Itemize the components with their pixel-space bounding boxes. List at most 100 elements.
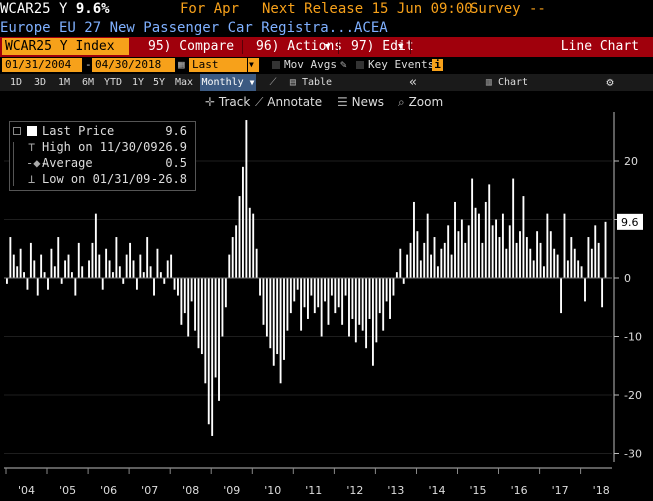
actions-dropdown-icon[interactable]: ▼ xyxy=(325,42,331,52)
bar xyxy=(238,196,241,278)
bar xyxy=(519,231,521,278)
period-row: 1D 3D 1M 6M YTD 1Y 5Y Max Monthly ▼ ⟋ ▤ … xyxy=(0,74,653,105)
bar xyxy=(183,278,186,314)
bar xyxy=(194,278,197,331)
zoom-label: Zoom xyxy=(408,95,444,109)
period-1y[interactable]: 1Y xyxy=(131,77,145,88)
table-icon: ▤ xyxy=(289,77,296,88)
bar xyxy=(553,248,556,278)
edit-dropdown-icon[interactable]: ▼ xyxy=(398,42,404,52)
bar xyxy=(255,248,258,278)
end-date-field[interactable]: 04/30/2018 xyxy=(92,58,175,72)
chart-content-icon: ▥ xyxy=(485,77,492,88)
frequency-select[interactable]: Monthly ▼ xyxy=(200,74,256,91)
bar xyxy=(19,248,22,278)
last-value-label: 9.6 xyxy=(621,216,639,229)
chart-type-label[interactable]: Line Chart xyxy=(560,39,639,54)
bar xyxy=(265,278,268,337)
info-icon[interactable]: i xyxy=(432,59,443,71)
field-select[interactable]: Last Price xyxy=(189,58,247,85)
period-3d[interactable]: 3D xyxy=(33,77,47,88)
bar xyxy=(601,278,604,308)
x-tick-label: '14 xyxy=(428,484,445,497)
x-tick-label: '10 xyxy=(264,484,281,497)
frequency-dropdown-icon: ▼ xyxy=(249,78,255,87)
bar xyxy=(214,278,217,378)
collapse-icon[interactable]: « xyxy=(409,75,417,90)
news-tool[interactable]: ☰ News xyxy=(337,92,384,112)
actions-button[interactable]: 96) Actions xyxy=(256,39,343,54)
last-value: 9.6% xyxy=(75,1,110,17)
line-chart-icon[interactable]: ⟋ xyxy=(269,77,277,88)
pencil-icon[interactable]: ✎ xyxy=(340,58,347,71)
period-6m[interactable]: 6M xyxy=(81,77,95,88)
bar xyxy=(450,254,453,278)
bar xyxy=(460,219,463,278)
period-5y[interactable]: 5Y xyxy=(152,77,166,88)
legend-checkbox[interactable] xyxy=(13,127,21,135)
bar-series xyxy=(6,120,607,436)
news-label: News xyxy=(351,95,385,109)
ticker-input[interactable]: WCAR25 Y Index xyxy=(2,38,129,55)
bar xyxy=(135,278,138,290)
mov-avgs-checkbox[interactable] xyxy=(272,61,280,69)
bar xyxy=(289,278,292,314)
chart-legend[interactable]: Last Price 9.6 ⊤ High on 11/30/09 26.9 -… xyxy=(9,121,196,191)
bar xyxy=(491,225,494,278)
bar xyxy=(142,272,145,278)
bar xyxy=(330,278,333,296)
edit-button[interactable]: 97) Edit xyxy=(351,39,414,54)
key-events-checkbox[interactable] xyxy=(356,61,364,69)
bar xyxy=(47,278,49,290)
y-tick-label: -30 xyxy=(624,448,642,461)
period-1d[interactable]: 1D xyxy=(9,77,23,88)
bar xyxy=(443,242,446,278)
bar xyxy=(259,278,261,296)
compare-button[interactable]: 95) Compare xyxy=(148,39,235,54)
chart-content-button[interactable]: ▥ Chart Content xyxy=(462,74,552,105)
period-max[interactable]: Max xyxy=(174,77,194,88)
bar xyxy=(566,260,569,278)
bar xyxy=(385,278,388,302)
bar xyxy=(348,278,350,337)
bar xyxy=(91,242,94,278)
bar xyxy=(471,178,474,278)
table-button[interactable]: ▤ Table xyxy=(286,74,336,91)
bar xyxy=(474,207,477,278)
annotate-tool[interactable]: ⟋ Annotate xyxy=(255,92,322,112)
bar xyxy=(532,260,535,278)
bar xyxy=(423,242,426,278)
bar xyxy=(320,278,323,337)
bar xyxy=(245,120,248,278)
bar xyxy=(488,184,491,278)
track-tool[interactable]: ✛ Track xyxy=(205,92,250,112)
crosshair-icon: ✛ xyxy=(205,95,216,109)
bar xyxy=(224,278,227,308)
zoom-tool[interactable]: ⌕ Zoom xyxy=(398,92,443,112)
bar xyxy=(6,278,8,284)
bar xyxy=(125,254,128,278)
last-price-value: 9.6 xyxy=(165,124,187,138)
calendar-icon[interactable]: ▦ xyxy=(178,58,185,71)
bar xyxy=(242,166,244,278)
gear-icon[interactable]: ⚙ xyxy=(606,75,614,89)
bar xyxy=(296,278,299,290)
bar xyxy=(604,221,607,278)
period-1m[interactable]: 1M xyxy=(57,77,71,88)
bar xyxy=(303,278,306,308)
field-dropdown-icon[interactable]: ▼ xyxy=(248,58,259,72)
news-icon: ☰ xyxy=(337,95,348,109)
range-row: 01/31/2004 - 04/30/2018 ▦ Last Price ▼ M… xyxy=(0,57,653,85)
last-value-box xyxy=(617,213,643,230)
next-release: Next Release 15 Jun 09:00 xyxy=(262,1,473,17)
bar xyxy=(436,266,439,278)
start-date-field[interactable]: 01/31/2004 xyxy=(2,58,82,72)
period-ytd[interactable]: YTD xyxy=(103,77,123,88)
bar xyxy=(378,278,381,314)
bar xyxy=(118,266,121,278)
bar xyxy=(221,278,224,337)
x-tick-label: '17 xyxy=(552,484,569,497)
bar xyxy=(505,248,508,278)
tools-row: ✛ Track ⟋ Annotate ☰ News ⌕ Zoom xyxy=(0,92,653,112)
x-tick-label: '07 xyxy=(141,484,158,497)
